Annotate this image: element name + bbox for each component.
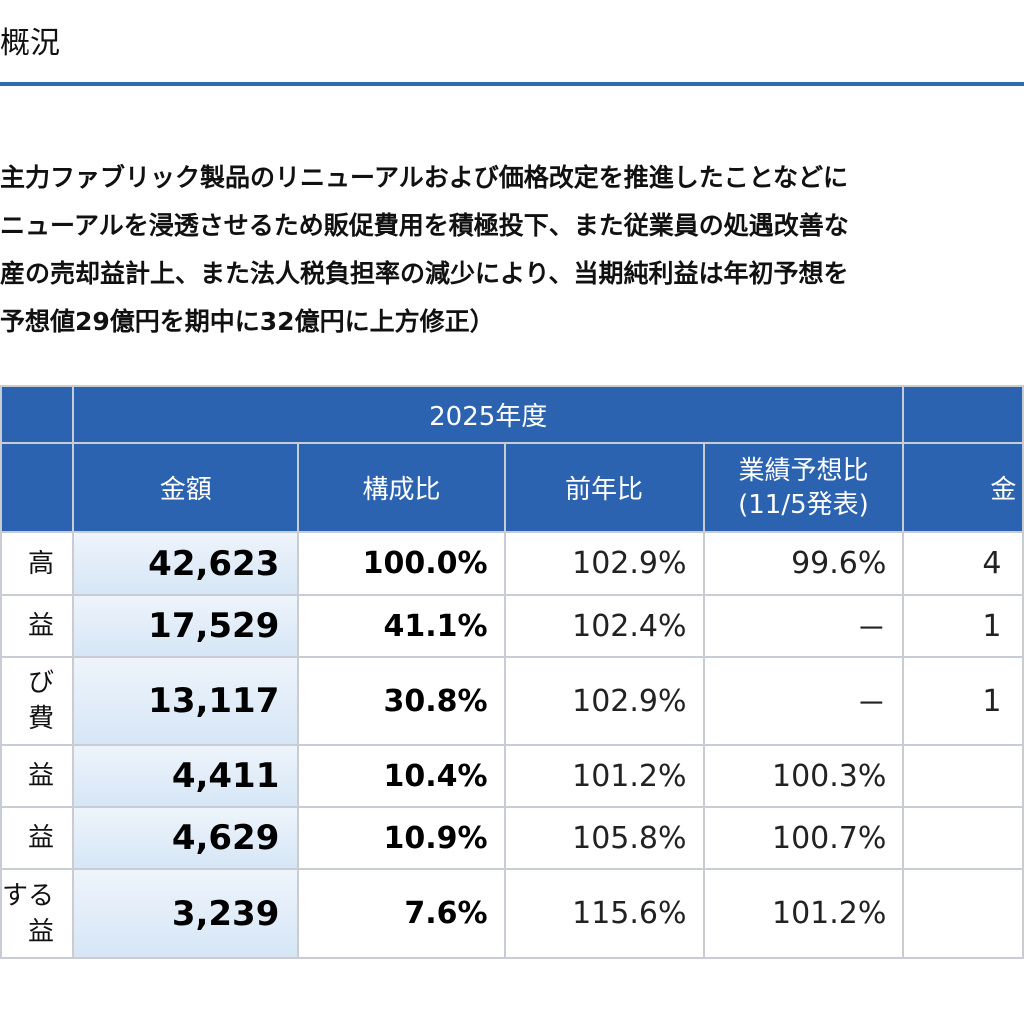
title-divider (0, 82, 1024, 86)
summary-text: 主力ファブリック製品のリニューアルおよび価格改定を推進したことなどに ニューアル… (0, 154, 1024, 346)
amount-cell: 4,629 (72, 806, 300, 870)
forecast-cell: － (702, 656, 905, 746)
row-label: 高 (0, 531, 75, 596)
forecast-header-line1: 業績予想比 (738, 455, 869, 486)
next-amount-cell: 4 (902, 531, 1024, 596)
yoy-cell: 101.2% (503, 744, 705, 808)
col-header-ratio: 構成比 (297, 442, 506, 533)
col-header-amount: 金額 (72, 442, 300, 533)
yoy-cell: 105.8% (503, 806, 705, 870)
yoy-cell: 102.9% (503, 531, 705, 596)
next-amount-cell: 1 (902, 594, 1024, 658)
ratio-cell: 100.0% (297, 531, 506, 596)
summary-line: 産の売却益計上、また法人税負担率の減少により、当期純利益は年初予想を (0, 259, 849, 288)
next-amount-cell: 1 (902, 656, 1024, 746)
header-corner-cell (0, 385, 75, 444)
financial-table: 2025年度 金額 構成比 前年比 業績予想比 (11/5発表) 金 高 42,… (0, 385, 1024, 959)
amount-cell: 13,117 (72, 656, 300, 746)
ratio-cell: 30.8% (297, 656, 506, 746)
amount-cell: 3,239 (72, 868, 300, 959)
row-label: する益 (0, 868, 75, 959)
next-amount-cell (902, 744, 1024, 808)
yoy-cell: 102.9% (503, 656, 705, 746)
row-label: 益 (0, 806, 75, 870)
summary-line: ニューアルを浸透させるため販促費用を積極投下、また従業員の処遇改善な (0, 211, 849, 240)
yoy-cell: 115.6% (503, 868, 705, 959)
row-label: び費 (0, 656, 75, 746)
summary-line: 主力ファブリック製品のリニューアルおよび価格改定を推進したことなどに (0, 163, 849, 192)
summary-line: 予想値29億円を期中に32億円に上方修正） (0, 307, 495, 336)
table-row: 益 4,629 10.9% 105.8% 100.7% (0, 806, 1024, 870)
amount-cell: 42,623 (72, 531, 300, 596)
table-row: する益 3,239 7.6% 115.6% 101.2% (0, 868, 1024, 959)
forecast-cell: 100.3% (702, 744, 905, 808)
amount-cell: 17,529 (72, 594, 300, 658)
row-label: 益 (0, 594, 75, 658)
forecast-cell: 99.6% (702, 531, 905, 596)
ratio-cell: 41.1% (297, 594, 506, 658)
year-header: 2025年度 (72, 385, 905, 444)
amount-cell: 4,411 (72, 744, 300, 808)
ratio-cell: 10.4% (297, 744, 506, 808)
header-next-year-cell (902, 385, 1024, 444)
table-row: び費 13,117 30.8% 102.9% － 1 (0, 656, 1024, 746)
row-label: 益 (0, 744, 75, 808)
forecast-cell: 101.2% (702, 868, 905, 959)
ratio-cell: 10.9% (297, 806, 506, 870)
next-amount-cell (902, 868, 1024, 959)
col-header-yoy: 前年比 (503, 442, 705, 533)
table-row: 益 4,411 10.4% 101.2% 100.3% (0, 744, 1024, 808)
page-title: 概況 (0, 26, 60, 61)
table-row: 益 17,529 41.1% 102.4% － 1 (0, 594, 1024, 658)
ratio-cell: 7.6% (297, 868, 506, 959)
forecast-cell: － (702, 594, 905, 658)
yoy-cell: 102.4% (503, 594, 705, 658)
next-amount-cell (902, 806, 1024, 870)
col-header-next-amount: 金 (902, 442, 1024, 533)
col-header-forecast: 業績予想比 (11/5発表) (702, 442, 905, 533)
table-row: 高 42,623 100.0% 102.9% 99.6% 4 (0, 531, 1024, 596)
forecast-header-line2: (11/5発表) (738, 489, 869, 520)
forecast-cell: 100.7% (702, 806, 905, 870)
header-label-cell (0, 442, 75, 533)
